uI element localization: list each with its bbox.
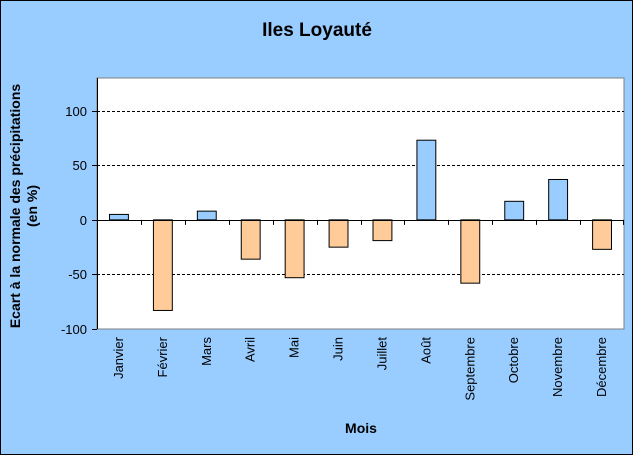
y-tick-label: 50 (73, 158, 87, 173)
x-tick-label: Mai (287, 337, 302, 358)
bar-juillet (372, 219, 393, 242)
x-tick-label: Novembre (550, 337, 565, 397)
y-axis-title: Ecart à la normale des précipitations (e… (7, 84, 40, 329)
x-tick-label: Mars (199, 337, 214, 366)
bar-novembre (548, 178, 569, 221)
x-tick-label: Avril (243, 337, 258, 362)
x-tick-label: Février (155, 336, 170, 377)
x-tick-label: Septembre (462, 337, 477, 401)
axes (92, 78, 624, 330)
y-axis-title-line-1: Ecart à la normale des précipitations (7, 84, 23, 329)
bar-février (152, 219, 173, 311)
gridlines (97, 111, 624, 275)
bar-octobre (504, 200, 525, 221)
x-tick-label: Juin (331, 337, 346, 361)
y-axis-title-line-2: (en %) (24, 185, 40, 227)
x-axis-title: Mois (345, 420, 377, 436)
chart-title: Iles Loyauté (262, 20, 372, 41)
x-tick-label: Janvier (111, 336, 126, 379)
bar-août (416, 139, 437, 221)
x-tick-label: Décembre (594, 337, 609, 397)
y-tick-label: 0 (80, 213, 87, 228)
bar-décembre (592, 219, 612, 250)
bars (109, 139, 612, 311)
x-tick-label: Juillet (374, 337, 389, 371)
x-tick-labels: Janvier Février Mars Avril Mai Juin Juillet Aoû… (111, 336, 609, 400)
x-tick-label: Août (418, 337, 433, 364)
bar-mars (196, 210, 217, 221)
bar-janvier (109, 213, 129, 221)
x-tick-label: Octobre (506, 337, 521, 383)
y-tick-label: 100 (65, 104, 87, 119)
y-tick-label: -50 (68, 267, 87, 282)
plot-area (96, 77, 625, 330)
bar-juin (328, 219, 349, 248)
y-tick-label: -100 (61, 322, 87, 337)
bar-avril (240, 219, 261, 260)
bar-mai (284, 219, 305, 279)
y-tick-labels: -100 -50 0 50 100 (61, 104, 87, 337)
bar-septembre (460, 219, 481, 284)
